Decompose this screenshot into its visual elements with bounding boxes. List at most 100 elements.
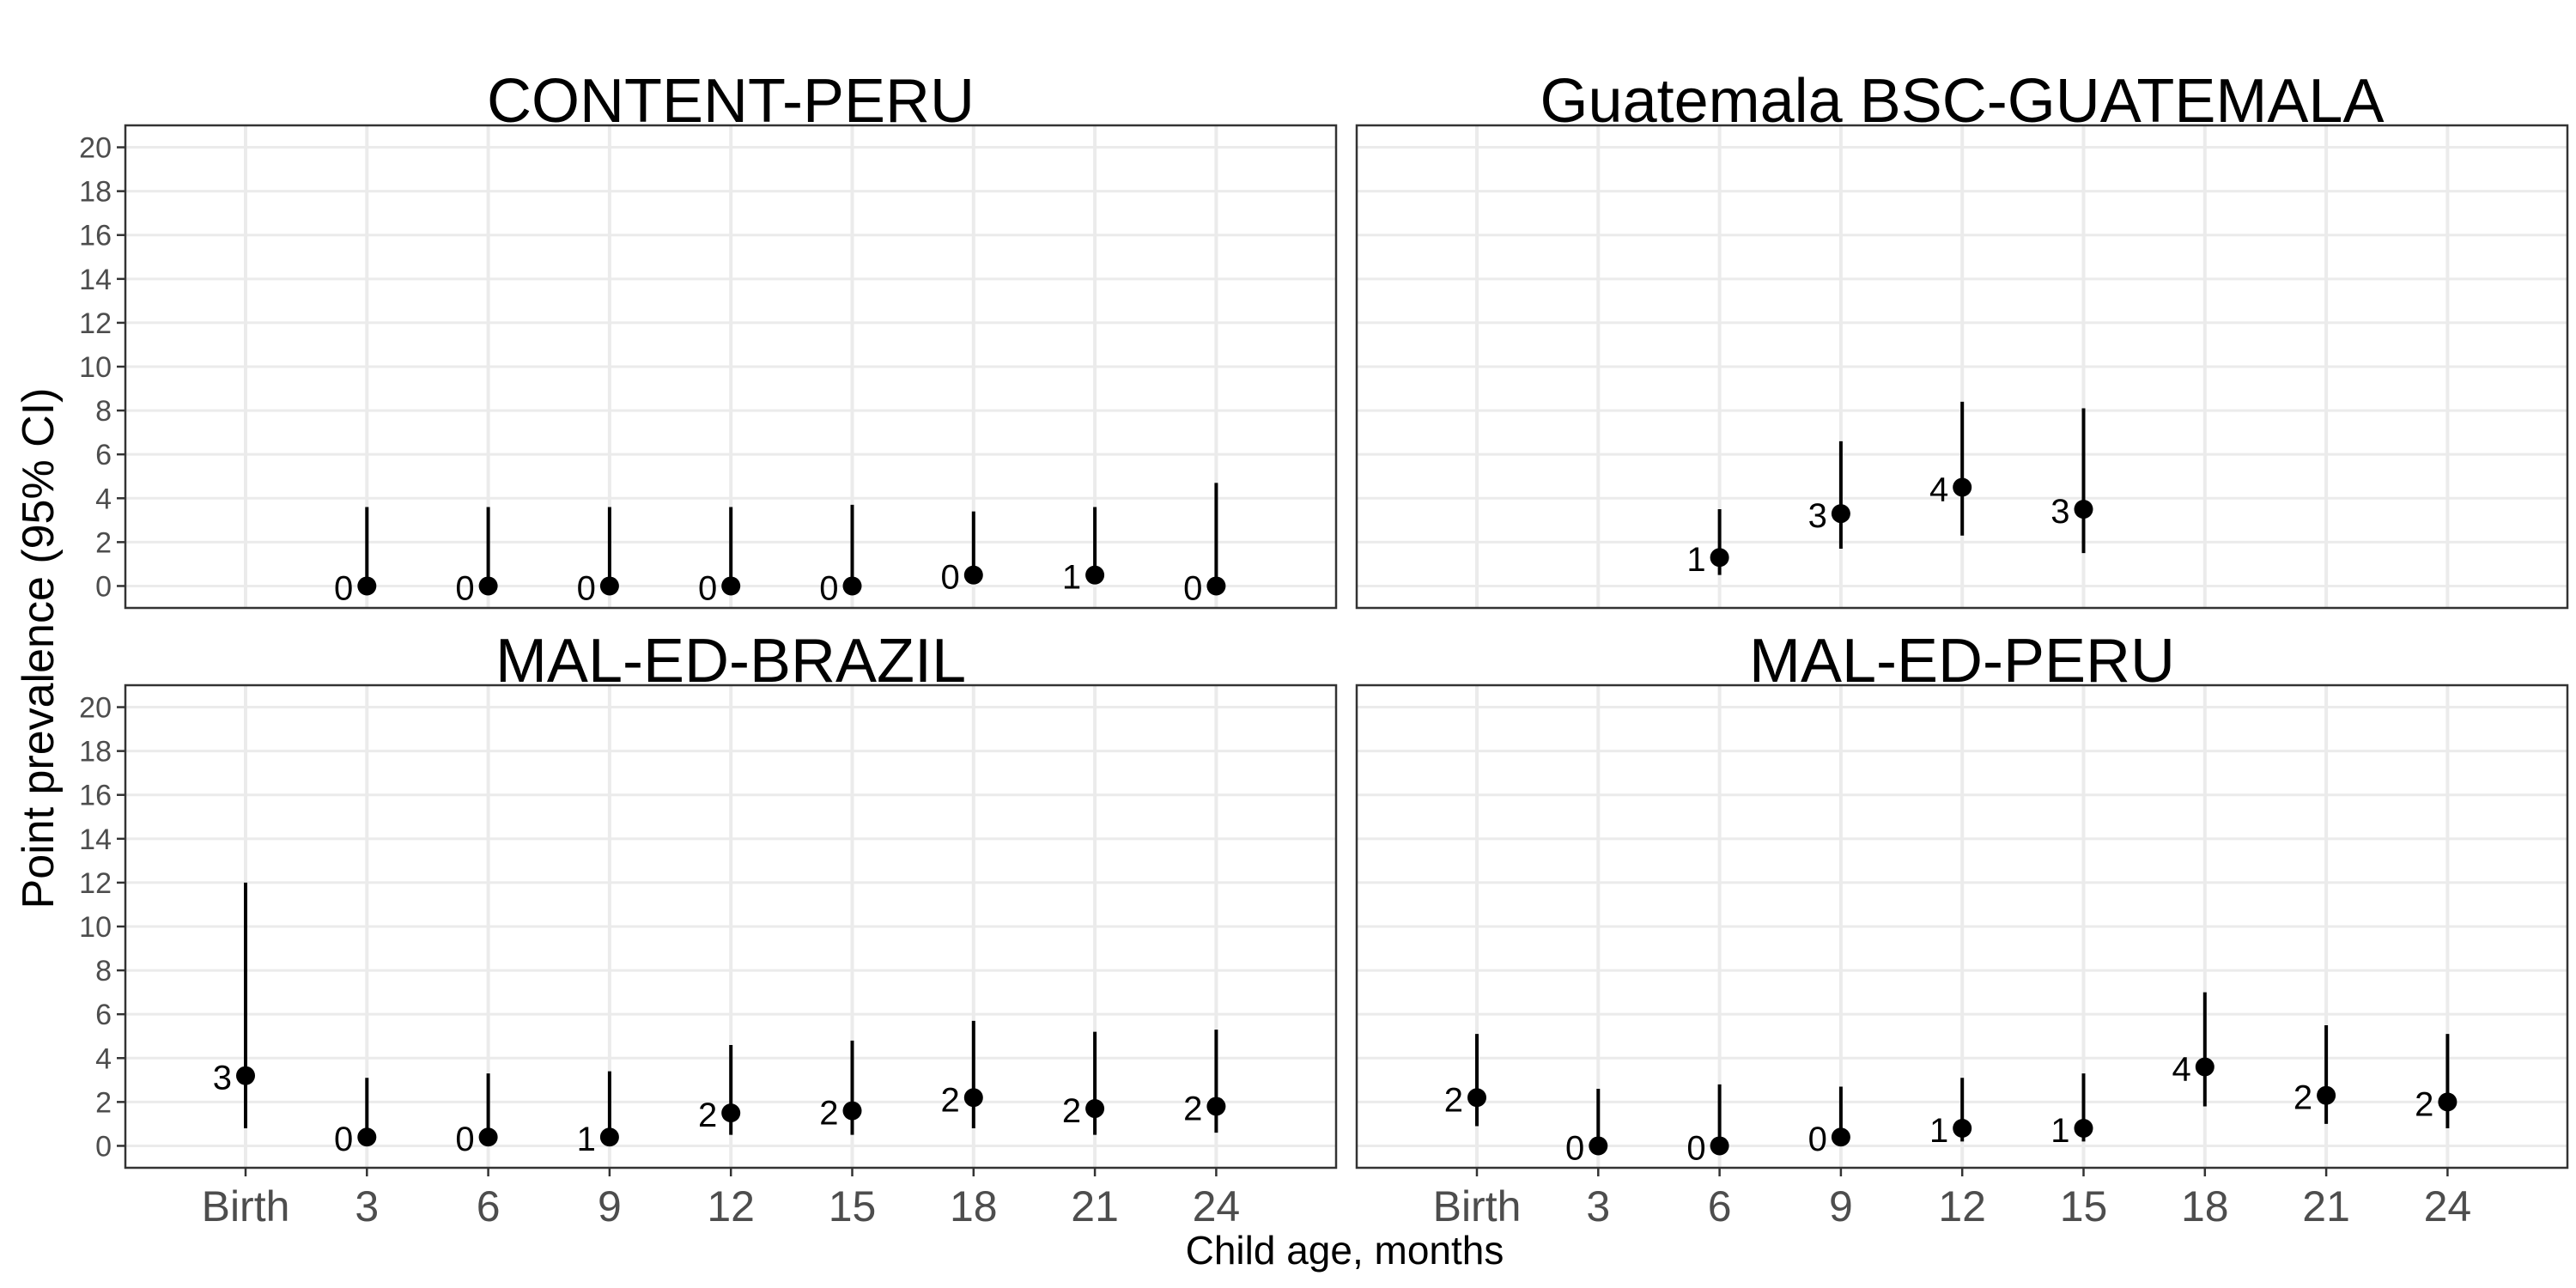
data-label: 0 (698, 569, 717, 607)
y-tick-label: 14 (79, 823, 112, 856)
data-point (842, 576, 862, 596)
data-label: 1 (2050, 1112, 2069, 1150)
data-point (2074, 500, 2093, 519)
y-tick-label: 10 (79, 911, 112, 944)
x-axis-title: Child age, months (1186, 1228, 1504, 1273)
data-point (2317, 1085, 2336, 1105)
data-point (599, 1127, 619, 1147)
y-tick-label: 12 (79, 867, 112, 900)
x-tick-label: 21 (1071, 1182, 1119, 1230)
data-label: 0 (455, 569, 474, 607)
y-tick-label: 8 (95, 395, 112, 428)
x-tick-label: Birth (202, 1182, 290, 1230)
data-point (963, 565, 983, 585)
panel-title: MAL-ED-BRAZIL (495, 627, 966, 696)
data-point (2438, 1092, 2458, 1112)
panel-2: Guatemala BSC-GUATEMALA 1 3 4 3 (1355, 67, 2569, 610)
data-point (1467, 1088, 1486, 1108)
y-tick-label: 10 (79, 351, 112, 384)
data-label: 0 (1808, 1121, 1827, 1158)
y-tick-label: 8 (95, 955, 112, 987)
data-point (1831, 1127, 1850, 1147)
y-tick-label: 4 (95, 483, 112, 515)
data-label: 0 (455, 1121, 474, 1158)
y-tick-label: 16 (79, 220, 112, 252)
data-label: 1 (1686, 541, 1705, 579)
x-tick-label: 15 (2060, 1182, 2108, 1230)
data-point (1831, 504, 1850, 524)
data-label: 0 (1183, 569, 1202, 607)
x-tick-label: 21 (2302, 1182, 2350, 1230)
data-label: 0 (334, 1121, 353, 1158)
data-point (1085, 1099, 1105, 1119)
data-point (1953, 477, 1972, 497)
data-label: 3 (213, 1060, 232, 1097)
data-point (236, 1066, 255, 1085)
data-label: 0 (1565, 1129, 1584, 1167)
data-point (599, 576, 619, 596)
panel-title: Guatemala BSC-GUATEMALA (1540, 67, 2385, 136)
data-label: 0 (819, 569, 838, 607)
data-point (963, 1088, 983, 1108)
y-tick-label: 14 (79, 264, 112, 296)
x-tick-label: 6 (1708, 1182, 1732, 1230)
data-point (1085, 565, 1105, 585)
x-tick-label: 12 (707, 1182, 755, 1230)
x-tick-label: 12 (1938, 1182, 1986, 1230)
y-tick-label: 2 (95, 526, 112, 559)
data-point (357, 1127, 377, 1147)
y-tick-label: 2 (95, 1086, 112, 1119)
data-label: 1 (1929, 1112, 1948, 1150)
x-tick-label: 18 (2181, 1182, 2229, 1230)
y-tick-label: 12 (79, 307, 112, 340)
data-label: 3 (2050, 493, 2069, 531)
data-label: 1 (1062, 559, 1081, 597)
data-label: 0 (334, 569, 353, 607)
y-tick-label: 0 (95, 1130, 112, 1163)
y-tick-label: 18 (79, 736, 112, 769)
y-tick-label: 18 (79, 176, 112, 209)
x-tick-label: 6 (477, 1182, 501, 1230)
x-tick-label: 9 (598, 1182, 622, 1230)
y-tick-label: 6 (95, 439, 112, 471)
data-point (721, 576, 741, 596)
y-axis-title: Point prevalence (95% CI) (14, 388, 64, 909)
panel-border (1355, 124, 2569, 610)
data-point (2195, 1057, 2215, 1077)
y-tick-label: 4 (95, 1042, 112, 1075)
data-point (1953, 1119, 1972, 1139)
x-tick-label: 3 (1586, 1182, 1610, 1230)
x-tick-label: 18 (950, 1182, 998, 1230)
data-label: 2 (2415, 1085, 2433, 1123)
x-tick-label: Birth (1433, 1182, 1522, 1230)
data-point (721, 1103, 741, 1123)
y-tick-label: 20 (79, 692, 112, 725)
panel-title: CONTENT-PERU (487, 67, 975, 136)
data-label: 4 (2172, 1050, 2191, 1088)
panel-title: MAL-ED-PERU (1749, 627, 2175, 696)
data-label: 2 (1062, 1092, 1081, 1130)
data-point (1710, 1136, 1729, 1156)
x-tick-label: 15 (829, 1182, 877, 1230)
data-point (1206, 1097, 1226, 1116)
data-point (842, 1101, 862, 1121)
x-tick-label: 24 (2424, 1182, 2472, 1230)
x-tick-label: 9 (1829, 1182, 1853, 1230)
y-tick-label: 0 (95, 570, 112, 603)
data-point (2074, 1119, 2093, 1139)
data-point (478, 1127, 498, 1147)
y-tick-label: 6 (95, 999, 112, 1031)
data-label: 0 (1686, 1129, 1705, 1167)
data-point (1206, 576, 1226, 596)
y-tick-label: 16 (79, 780, 112, 812)
y-tick-label: 20 (79, 132, 112, 165)
data-point (478, 576, 498, 596)
data-label: 3 (1808, 497, 1827, 535)
data-label: 2 (819, 1095, 838, 1133)
data-point (1589, 1136, 1608, 1156)
data-label: 2 (1183, 1090, 1202, 1127)
